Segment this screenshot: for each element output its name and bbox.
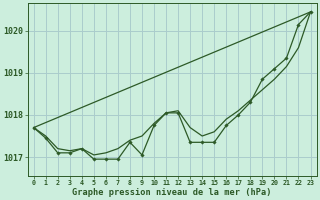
X-axis label: Graphe pression niveau de la mer (hPa): Graphe pression niveau de la mer (hPa): [72, 188, 272, 197]
